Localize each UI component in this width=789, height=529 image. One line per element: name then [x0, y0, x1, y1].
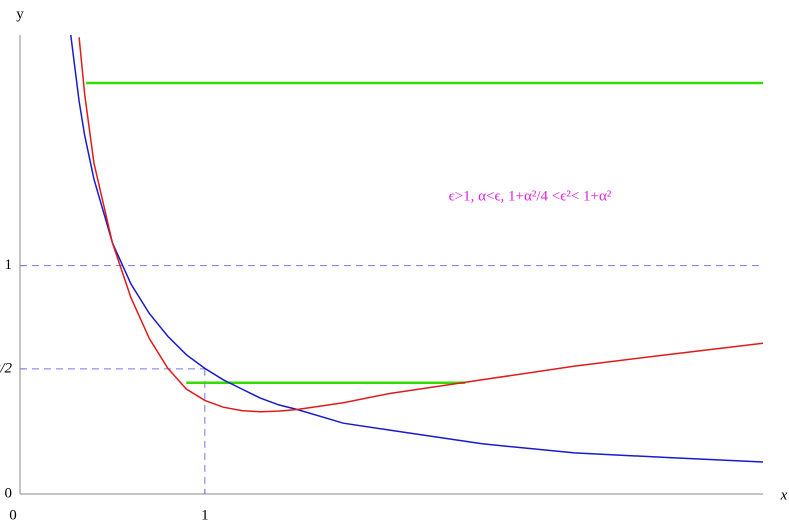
- x-tick-label: 1: [201, 507, 209, 523]
- x-axis-label: x: [780, 487, 788, 503]
- curve: [70, 35, 764, 463]
- x-tick-label: 0: [9, 507, 17, 523]
- annotation: ϵ>1, α<ϵ, 1+α²/4 <ϵ²< 1+α²: [449, 188, 612, 204]
- y-axis-label: y: [16, 6, 24, 22]
- y-tick-label: α/2: [0, 360, 12, 376]
- y-tick-label: 1: [5, 257, 13, 273]
- y-tick-label: 0: [5, 485, 13, 501]
- curve: [78, 37, 764, 413]
